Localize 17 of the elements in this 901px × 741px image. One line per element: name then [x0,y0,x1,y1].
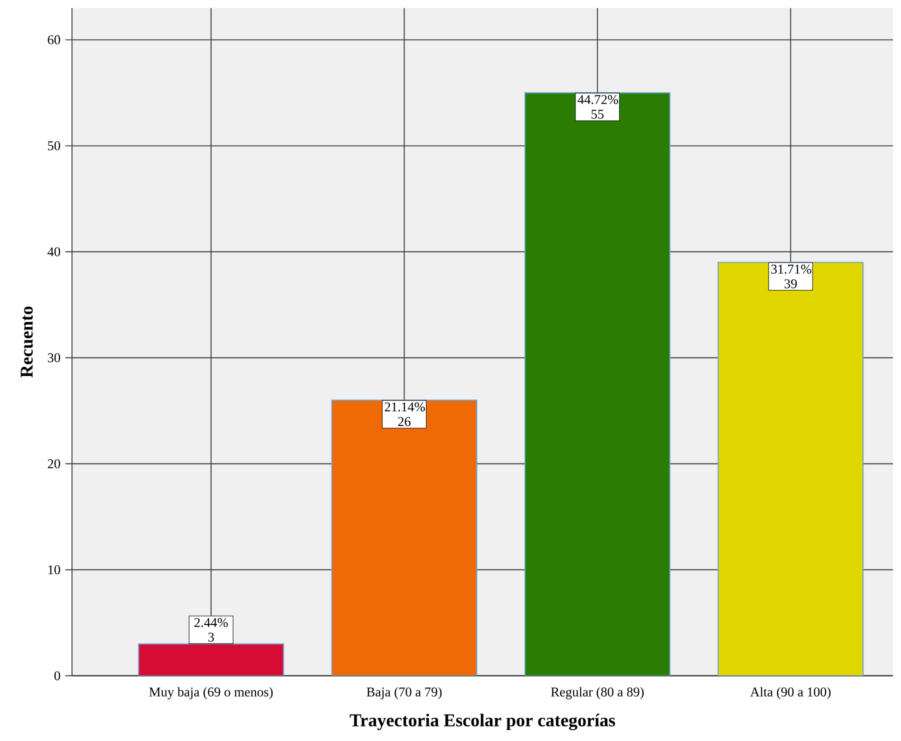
data-label: 2.44% 3 [194,618,228,642]
data-label: 44.72% 55 [578,95,618,119]
x-tick-label: Muy baja (69 o menos) [149,687,273,700]
x-tick-label: Baja (70 a 79) [366,687,442,700]
y-axis-title: Recuento [20,306,33,378]
data-label: 21.14% 26 [384,402,425,426]
y-tick-label: 40 [48,247,60,256]
x-axis-title: Trayectoria Escolar por categorías [350,714,616,730]
data-label: 31.71% 39 [771,264,812,288]
y-tick-label: 30 [48,353,60,362]
y-tick-label: 60 [48,35,60,44]
x-tick-label: Alta (90 a 100) [750,687,831,700]
y-tick-label: 50 [48,141,60,150]
y-tick-label: 10 [48,565,60,574]
y-tick-label: 20 [48,459,60,468]
x-tick-label: Regular (80 a 89) [551,687,644,700]
y-tick-label: 0 [54,671,60,680]
